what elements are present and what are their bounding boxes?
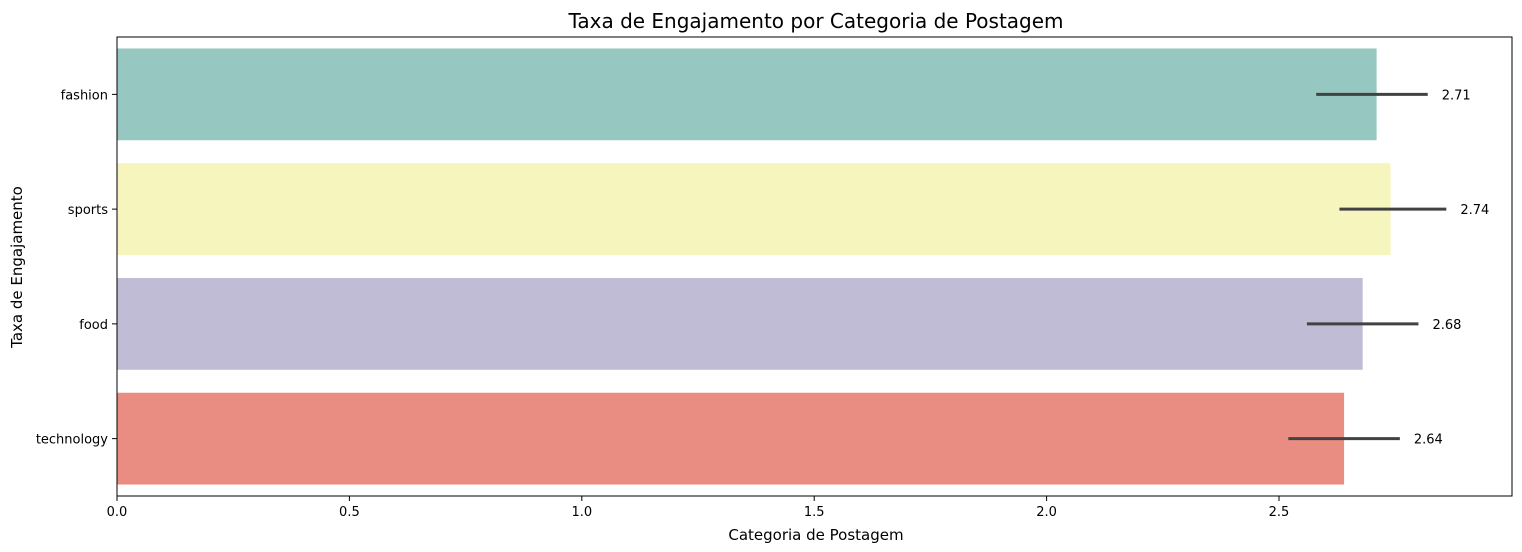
- y-tick-label-fashion: fashion: [61, 88, 108, 103]
- x-tick-label-2: 1.0: [571, 505, 592, 520]
- value-label-food: 2.68: [1432, 318, 1461, 333]
- x-tick-label-1: 0.5: [339, 505, 360, 520]
- y-axis-label: Taxa de Engajamento: [8, 186, 26, 349]
- value-label-technology: 2.64: [1414, 433, 1443, 448]
- x-tick-label-5: 2.5: [1269, 505, 1290, 520]
- value-label-fashion: 2.71: [1442, 88, 1471, 103]
- bar-technology: [117, 392, 1345, 485]
- x-axis-label: Categoria de Postagem: [728, 526, 903, 544]
- value-label-sports: 2.74: [1460, 203, 1489, 218]
- bar-food: [117, 277, 1363, 370]
- bar-fashion: [117, 48, 1377, 141]
- x-tick-label-3: 1.5: [804, 505, 825, 520]
- x-tick-label-4: 2.0: [1036, 505, 1057, 520]
- chart-title: Taxa de Engajamento por Categoria de Pos…: [567, 9, 1063, 33]
- y-tick-label-sports: sports: [68, 203, 108, 218]
- plot-frame: [116, 36, 1513, 497]
- y-tick-label-technology: technology: [36, 433, 108, 448]
- x-tick-label-0: 0.0: [107, 505, 128, 520]
- plot-area: 2.71 fashion 2.74 sports 2.68 food 2.64 technol…: [36, 36, 1513, 520]
- y-tick-label-food: food: [79, 318, 108, 333]
- bar-sports: [117, 163, 1391, 256]
